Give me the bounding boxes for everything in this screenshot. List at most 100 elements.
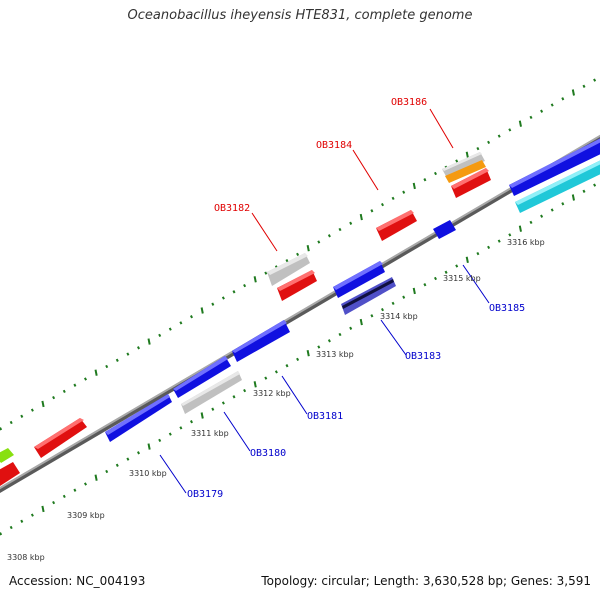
minor-tick [391, 301, 395, 306]
major-tick [41, 400, 45, 408]
feature-navy-ob3183-stripe [342, 279, 394, 309]
minor-tick [221, 296, 225, 300]
tick-label: 3311 kbp [191, 429, 229, 438]
minor-tick [137, 346, 140, 350]
major-tick [306, 350, 310, 357]
minor-tick [221, 401, 225, 405]
feature-red-ob3184-top [376, 210, 414, 231]
minor-tick [211, 407, 215, 411]
feature-gray-ob3186[interactable] [442, 152, 485, 178]
tick-labels: 3308 kbp 3309 kbp 3310 kbp 3311 kbp 3312… [7, 238, 545, 562]
minor-tick [62, 389, 66, 394]
feature-red-1[interactable] [34, 418, 87, 458]
gene-label-ob3186[interactable]: OB3186 [391, 97, 427, 108]
minor-tick [338, 332, 342, 337]
minor-tick [444, 270, 448, 274]
major-tick [200, 412, 204, 419]
tick-label: 3314 kbp [380, 312, 418, 321]
feature-red-ob3182[interactable] [277, 270, 317, 301]
minor-tick [232, 290, 236, 294]
minor-tick [497, 239, 501, 243]
minor-tick [0, 427, 3, 431]
minor-tick [232, 395, 236, 399]
minor-tick [434, 171, 437, 176]
major-tick [41, 505, 45, 513]
tick-label: 3308 kbp [7, 553, 45, 562]
feature-red-ob3186-top [451, 168, 489, 189]
minor-tick [327, 339, 331, 343]
minor-tick [211, 302, 215, 306]
minor-tick [593, 78, 597, 82]
minor-tick [476, 146, 480, 151]
minor-tick [402, 190, 406, 194]
minor-tick [455, 159, 459, 163]
gene-label-ob3181[interactable]: OB3181 [307, 411, 343, 422]
minor-tick [115, 358, 119, 362]
leader-ob3185 [462, 264, 490, 304]
leader-ob3180 [223, 411, 251, 452]
feature-gray-ob3180[interactable] [181, 371, 242, 414]
major-tick [94, 474, 98, 481]
minor-tick [84, 482, 87, 486]
minor-tick [168, 327, 172, 331]
feature-blue-ob3185[interactable] [433, 220, 456, 239]
major-tick [518, 120, 522, 127]
genome-title: Oceanobacillus iheyensis HTE831, complet… [127, 8, 473, 23]
gene-label-ob3185[interactable]: OB3185 [489, 303, 525, 314]
major-tick [465, 256, 469, 263]
gene-label-ob3180[interactable]: OB3180 [250, 448, 286, 459]
feature-blue-2[interactable] [232, 320, 290, 362]
genome-summary-text: Topology: circular; Length: 3,630,528 bp… [261, 574, 591, 588]
minor-tick [338, 227, 342, 232]
minor-tick [349, 326, 353, 330]
minor-tick [285, 364, 289, 368]
gene-label-ob3184[interactable]: OB3184 [316, 140, 352, 151]
minor-tick [296, 252, 300, 257]
feature-red-ob3186[interactable] [451, 168, 491, 198]
feature-gray-ob3180-top [181, 371, 240, 406]
minor-tick [540, 109, 544, 113]
minor-tick [105, 364, 109, 369]
gene-label-ob3183[interactable]: OB3183 [405, 351, 441, 362]
gene-label-ob3182[interactable]: OB3182 [214, 203, 250, 214]
major-tick [94, 369, 98, 376]
feature-cyan-1-top [515, 160, 600, 205]
feature-gray-ob3182[interactable] [267, 253, 310, 286]
minor-tick [20, 414, 24, 418]
feature-orange-ob3186[interactable] [445, 160, 486, 183]
tick-label: 3313 kbp [316, 350, 354, 359]
feature-red-partial[interactable] [0, 462, 20, 488]
feature-lime-partial[interactable] [0, 448, 14, 463]
minor-tick [561, 97, 565, 101]
minor-tick [508, 128, 512, 132]
minor-tick [73, 488, 77, 492]
minor-tick [179, 321, 183, 325]
major-tick [306, 245, 310, 252]
gene-label-ob3179[interactable]: OB3179 [187, 489, 223, 500]
major-tick [359, 213, 363, 221]
major-tick [412, 287, 416, 295]
minor-tick [381, 307, 384, 312]
leader-ob3179 [159, 454, 187, 494]
feature-blue-3[interactable] [333, 261, 385, 298]
minor-tick [370, 314, 374, 318]
feature-blue-ob3181[interactable] [173, 356, 231, 398]
genome-backbone [0, 134, 600, 493]
minor-tick [9, 420, 13, 425]
tick-label: 3316 kbp [507, 238, 545, 247]
feature-gray-ob3182-top [267, 253, 308, 275]
feature-red-ob3184[interactable] [376, 210, 417, 241]
gene-labels: OB3186 OB3184 OB3182 OB3185 OB3183 OB318… [187, 97, 525, 500]
minor-tick [434, 276, 437, 281]
minor-tick [497, 134, 501, 138]
minor-tick [296, 357, 300, 362]
major-tick [359, 318, 363, 326]
leader-ob3184 [352, 149, 379, 191]
major-tick [200, 307, 204, 314]
major-tick [518, 225, 522, 232]
minor-tick [582, 84, 586, 88]
minor-tick [529, 115, 533, 120]
minor-tick [190, 315, 193, 319]
minor-tick [52, 395, 56, 400]
